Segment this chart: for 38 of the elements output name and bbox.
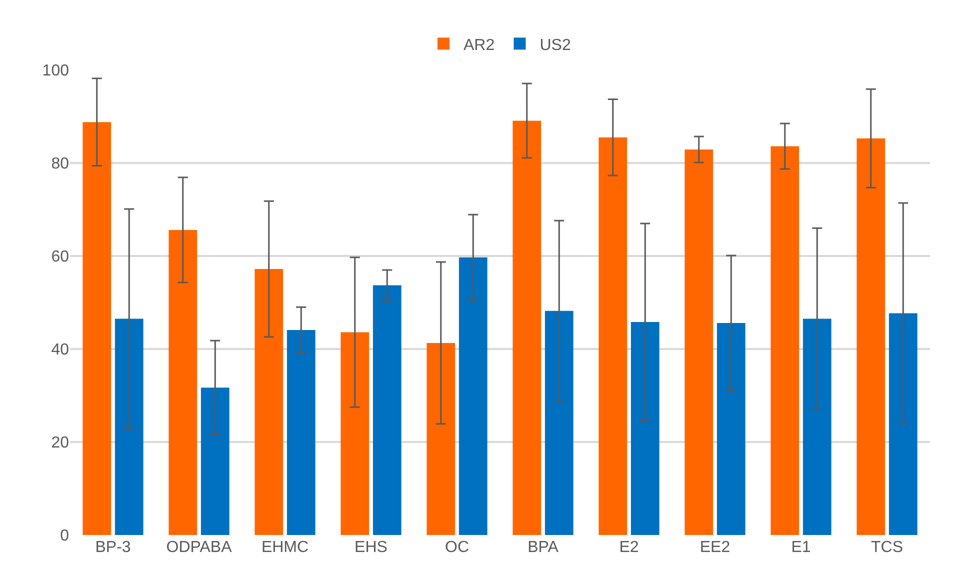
bar [802, 318, 832, 535]
y-tick-label: 40 [51, 342, 70, 359]
y-tick-label: 20 [51, 434, 70, 452]
bar [630, 322, 660, 535]
bar [888, 313, 918, 535]
bar [684, 150, 714, 535]
bar [254, 269, 284, 535]
bar [856, 138, 886, 535]
x-tick-label: BPA [528, 539, 559, 556]
y-tick-label: 0 [60, 528, 70, 545]
legend-label: AR2 [464, 36, 495, 54]
bar [512, 120, 542, 535]
bar [716, 322, 746, 535]
x-tick-label: EHMC [261, 539, 309, 556]
bar [544, 310, 574, 535]
x-tick-label: E2 [619, 539, 639, 556]
bar [340, 332, 370, 535]
y-tick-label: 80 [51, 156, 70, 173]
y-tick-label: 100 [42, 62, 70, 80]
bar [372, 285, 402, 535]
x-tick-label: OC [445, 539, 469, 556]
y-tick-label: 60 [51, 248, 70, 266]
bar [200, 388, 230, 535]
bar [458, 257, 488, 535]
x-tick-label: E1 [791, 539, 811, 556]
x-tick-label: EE2 [700, 539, 730, 556]
bar [770, 146, 800, 535]
bar [286, 330, 316, 535]
x-tick-label: BP-3 [95, 539, 131, 556]
bar [168, 230, 198, 535]
bar [598, 137, 628, 535]
bar [426, 342, 456, 535]
x-tick-label: EHS [354, 539, 388, 556]
x-tick-label: ODPABA [166, 539, 232, 556]
legend-label: US2 [540, 36, 571, 54]
x-tick-label: TCS [871, 539, 903, 556]
bar [82, 122, 112, 535]
bar [114, 318, 144, 535]
